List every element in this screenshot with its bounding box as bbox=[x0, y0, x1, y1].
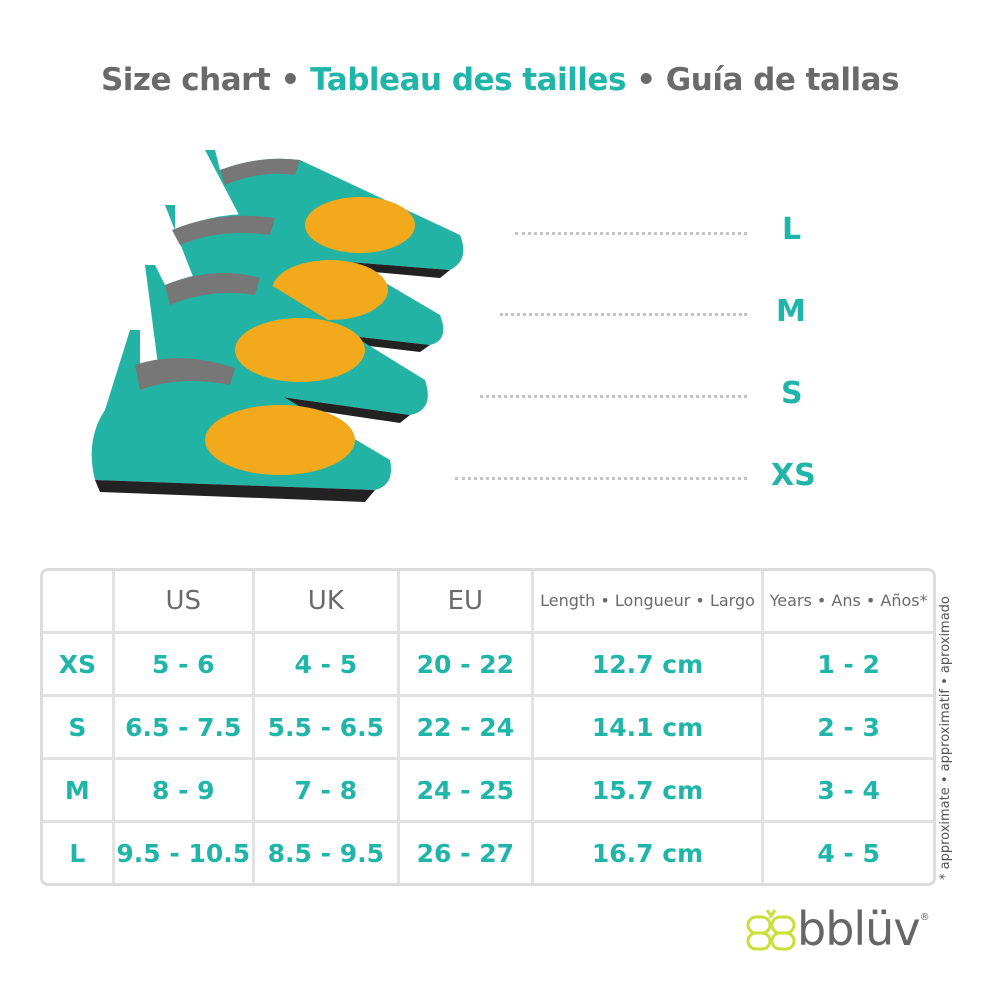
value-cell: 14.1 cm bbox=[533, 697, 765, 760]
size-label-s: S bbox=[781, 376, 803, 411]
page-title: Size chart • Tableau des tailles • Guía … bbox=[100, 62, 900, 98]
value-cell: 22 - 24 bbox=[399, 697, 534, 760]
footnote: * approximate • approximatif • aproximad… bbox=[938, 596, 953, 880]
dotted-leader bbox=[500, 313, 747, 316]
dotted-leader bbox=[480, 395, 747, 398]
value-cell: 1 - 2 bbox=[764, 634, 933, 697]
table-row: L 9.5 - 10.5 8.5 - 9.5 26 - 27 16.7 cm 4 - 5 bbox=[43, 823, 933, 883]
size-cell: M bbox=[43, 760, 115, 823]
value-cell: 15.7 cm bbox=[533, 760, 765, 823]
size-label-xs: XS bbox=[771, 458, 816, 493]
dotted-leader bbox=[515, 232, 747, 235]
value-cell: 6.5 - 7.5 bbox=[114, 697, 255, 760]
value-cell: 7 - 8 bbox=[254, 760, 400, 823]
value-cell: 24 - 25 bbox=[399, 760, 534, 823]
header-cell: US bbox=[114, 571, 255, 634]
size-cell: L bbox=[43, 823, 115, 883]
value-cell: 4 - 5 bbox=[254, 634, 400, 697]
header-cell: UK bbox=[254, 571, 400, 634]
value-cell: 9.5 - 10.5 bbox=[115, 823, 255, 883]
shoe-xs bbox=[91, 330, 392, 502]
logo-text: bblüv bbox=[797, 902, 921, 956]
header-cell bbox=[43, 571, 115, 634]
table-header-row: US UK EU Length • Longueur • Largo Years… bbox=[43, 571, 933, 634]
dotted-leader bbox=[455, 477, 747, 480]
shoes-image bbox=[91, 150, 464, 502]
size-cell: S bbox=[43, 697, 115, 760]
value-cell: 2 - 3 bbox=[764, 697, 933, 760]
value-cell: 4 - 5 bbox=[817, 838, 880, 868]
value-cell: 5 - 6 bbox=[114, 634, 255, 697]
size-label-m: M bbox=[776, 294, 806, 329]
table-row: S 6.5 - 7.5 5.5 - 6.5 22 - 24 14.1 cm 2 - 3 bbox=[43, 697, 933, 760]
value-cell: 3 - 4 bbox=[764, 760, 933, 823]
value-cell: 8.5 - 9.5 bbox=[255, 823, 400, 883]
value-cell: 12.7 cm bbox=[533, 634, 765, 697]
size-label-l: L bbox=[782, 212, 802, 247]
size-table: US UK EU Length • Longueur • Largo Years… bbox=[40, 568, 936, 886]
value-cell: 26 - 27 bbox=[400, 823, 534, 883]
header-cell: EU bbox=[399, 571, 534, 634]
value-cell: 5.5 - 6.5 bbox=[254, 697, 400, 760]
registered-mark: ® bbox=[919, 912, 930, 923]
butterfly-icon bbox=[746, 909, 796, 951]
size-cell: XS bbox=[43, 634, 115, 697]
value-cell: 8 - 9 bbox=[114, 760, 255, 823]
value-cell: 20 - 22 bbox=[399, 634, 534, 697]
header-cell: Length • Longueur • Largo bbox=[533, 571, 765, 634]
value-cell: 16.7 cm bbox=[534, 823, 765, 883]
header-cell: Years • Ans • Años* bbox=[764, 571, 933, 634]
brand-logo: bblüv ® bbox=[745, 905, 930, 953]
